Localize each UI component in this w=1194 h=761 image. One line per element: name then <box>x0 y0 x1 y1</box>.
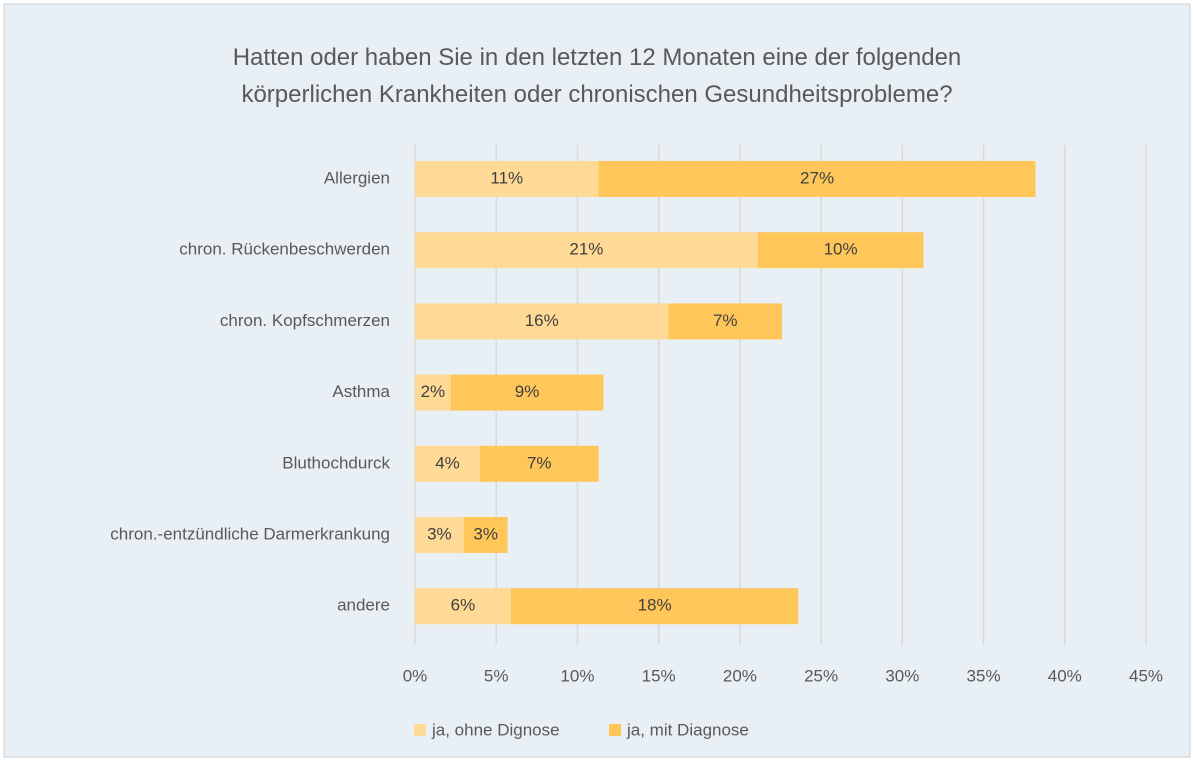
data-label: 11% <box>490 168 523 187</box>
bar-segment <box>757 232 924 269</box>
chart-title: Hatten oder haben Sie in den letzten 12 … <box>233 44 962 108</box>
x-tick-label: 20% <box>723 666 757 685</box>
bar-segment <box>415 588 511 625</box>
x-tick-label: 5% <box>484 666 509 685</box>
bar-segment <box>415 161 599 197</box>
y-tick-label: Asthma <box>332 382 390 401</box>
legend-label: ja, mit Diagnose <box>626 720 749 739</box>
bar-segment <box>510 588 799 625</box>
x-tick-label: 15% <box>642 666 676 685</box>
bar-segment <box>463 517 508 553</box>
y-tick-label: chron. Rückenbeschwerden <box>179 240 390 259</box>
y-tick-label: chron. Kopfschmerzen <box>220 311 390 330</box>
x-tick-label: 0% <box>403 666 428 685</box>
y-tick-label: Allergien <box>324 168 390 187</box>
bar-segment <box>668 303 783 340</box>
x-tick-label: 25% <box>804 666 838 685</box>
legend-swatch <box>414 724 426 736</box>
data-label: 7% <box>527 453 552 472</box>
data-label: 2% <box>421 382 446 401</box>
data-label: 16% <box>525 311 559 330</box>
y-tick-label: andere <box>337 596 390 615</box>
data-label: 10% <box>824 240 858 259</box>
x-tick-label: 45% <box>1129 666 1163 685</box>
x-tick-label: 35% <box>967 666 1001 685</box>
bar-segment <box>598 161 1036 197</box>
legend-label: ja, ohne Dignose <box>431 720 560 739</box>
data-label: 4% <box>435 453 460 472</box>
data-label: 3% <box>427 524 452 543</box>
legend-swatch <box>609 724 621 736</box>
data-label: 18% <box>638 596 672 615</box>
data-label: 3% <box>473 524 498 543</box>
bar-segment <box>415 517 464 553</box>
y-tick-label: chron.-entzündliche Darmerkrankung <box>110 524 390 543</box>
bar-segment <box>450 374 604 411</box>
data-label: 6% <box>451 596 476 615</box>
bar-segment <box>415 232 758 269</box>
data-label: 9% <box>515 382 540 401</box>
data-label: 7% <box>713 311 738 330</box>
bar-segment <box>415 445 480 482</box>
x-tick-label: 40% <box>1048 666 1082 685</box>
x-tick-label: 30% <box>885 666 919 685</box>
data-label: 27% <box>800 168 834 187</box>
bar-segment <box>415 303 669 340</box>
y-tick-label: Bluthochdurck <box>282 453 390 472</box>
bar-segment <box>415 374 451 411</box>
bar-segment <box>479 445 599 482</box>
x-tick-label: 10% <box>560 666 594 685</box>
data-label: 21% <box>569 240 603 259</box>
